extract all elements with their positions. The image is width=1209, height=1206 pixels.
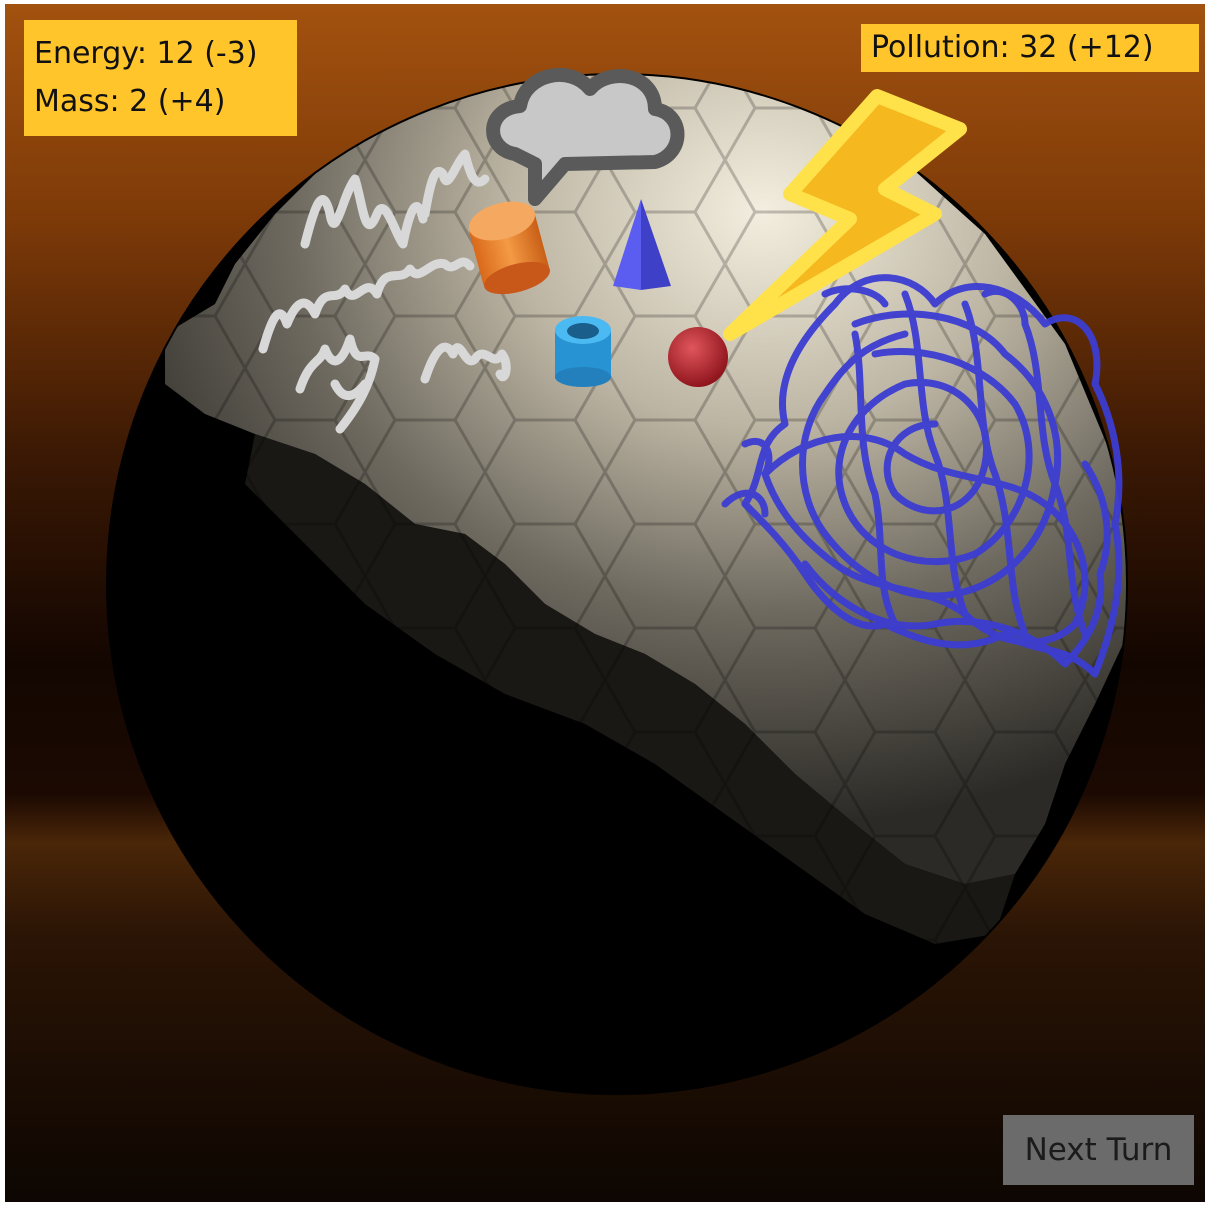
white-scribble-annotation bbox=[258, 149, 511, 434]
lightning-bolt-icon bbox=[723, 89, 967, 341]
energy-readout: Energy: 12 (-3) bbox=[34, 36, 258, 71]
pollution-readout: Pollution: 32 (+12) bbox=[861, 24, 1199, 72]
next-turn-button[interactable]: Next Turn bbox=[1003, 1115, 1194, 1185]
blue-ring-building[interactable] bbox=[555, 316, 611, 387]
mass-readout: Mass: 2 (+4) bbox=[34, 84, 226, 119]
blue-pyramid-building[interactable] bbox=[613, 199, 671, 290]
storm-cloud-icon bbox=[486, 67, 685, 206]
red-sphere-unit[interactable] bbox=[668, 327, 728, 387]
game-scene bbox=[5, 4, 1205, 1202]
pollution-scribble bbox=[721, 274, 1123, 678]
orange-cylinder-building[interactable] bbox=[464, 195, 553, 301]
resource-panel: Energy: 12 (-3) Mass: 2 (+4) bbox=[24, 20, 297, 136]
game-viewport: Energy: 12 (-3) Mass: 2 (+4) Pollution: … bbox=[5, 4, 1205, 1202]
